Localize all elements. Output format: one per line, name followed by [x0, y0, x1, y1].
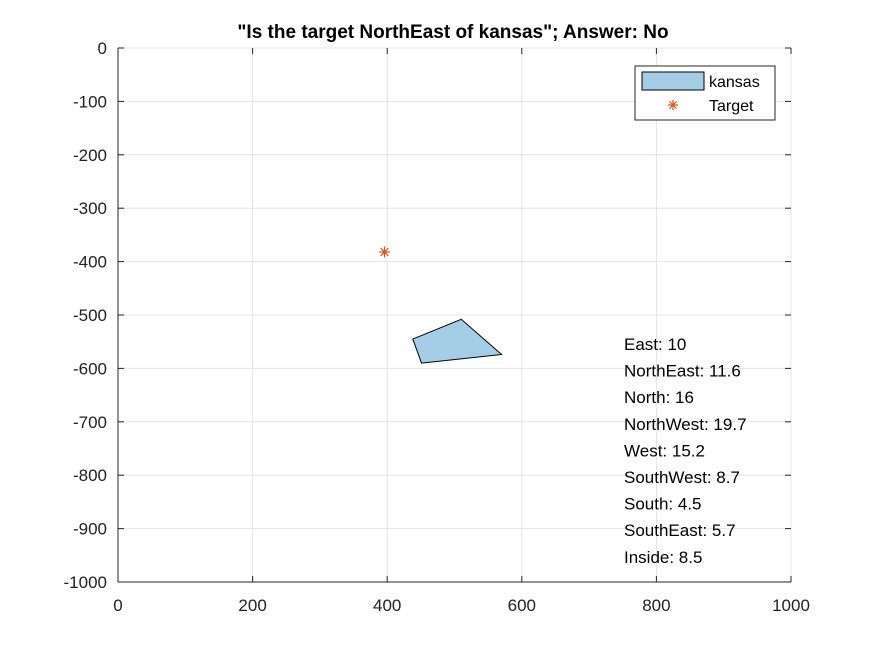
legend-swatch-target-stroke — [669, 101, 677, 109]
legend-swatch-kansas — [641, 71, 705, 91]
y-tick-label: -400 — [73, 253, 107, 272]
stat-line: SouthWest: 8.7 — [624, 468, 740, 487]
x-tick-label: 1000 — [772, 596, 810, 615]
x-tick-label: 600 — [508, 596, 536, 615]
y-tick-label: -500 — [73, 306, 107, 325]
stats-annotations: East: 10 NorthEast: 11.6 North: 16 NorthWes… — [624, 335, 747, 567]
x-tick-label: 200 — [238, 596, 266, 615]
legend-label: kansas — [709, 74, 760, 91]
stat-line: East: 10 — [624, 335, 686, 354]
stat-line: NorthWest: 19.7 — [624, 415, 747, 434]
y-tick-label: -600 — [73, 359, 107, 378]
y-tick-label: -900 — [73, 520, 107, 539]
y-tick-label: -100 — [73, 92, 107, 111]
legend-swatch-target — [668, 100, 678, 110]
stat-line: SouthEast: 5.7 — [624, 521, 736, 540]
y-tick-label: -200 — [73, 146, 107, 165]
x-tick-label: 800 — [642, 596, 670, 615]
stat-line: Inside: 8.5 — [624, 548, 702, 567]
y-tick-label: 0 — [98, 39, 107, 58]
tick-labels: 0 200 400 600 800 1000 0 -100 -200 -300 -400 -500 -6… — [64, 39, 810, 615]
legend: kansas Target — [634, 65, 776, 121]
y-tick-label: -800 — [73, 466, 107, 485]
stat-line: North: 16 — [624, 388, 694, 407]
target-marker-stroke — [380, 247, 389, 257]
y-tick-label: -1000 — [64, 573, 107, 592]
stat-line: NorthEast: 11.6 — [624, 362, 741, 381]
x-tick-label: 0 — [113, 596, 122, 615]
legend-label: Target — [709, 98, 754, 115]
target-marker — [379, 246, 391, 258]
kansas-polygon — [412, 318, 503, 364]
stat-line: West: 15.2 — [624, 441, 705, 460]
x-tick-label: 400 — [373, 596, 401, 615]
stat-line: South: 4.5 — [624, 495, 702, 514]
y-tick-label: -300 — [73, 199, 107, 218]
chart-title: "Is the target NorthEast of kansas"; Ans… — [237, 22, 668, 43]
y-tick-label: -700 — [73, 413, 107, 432]
axes — [117, 47, 792, 583]
plot-area — [379, 246, 503, 364]
